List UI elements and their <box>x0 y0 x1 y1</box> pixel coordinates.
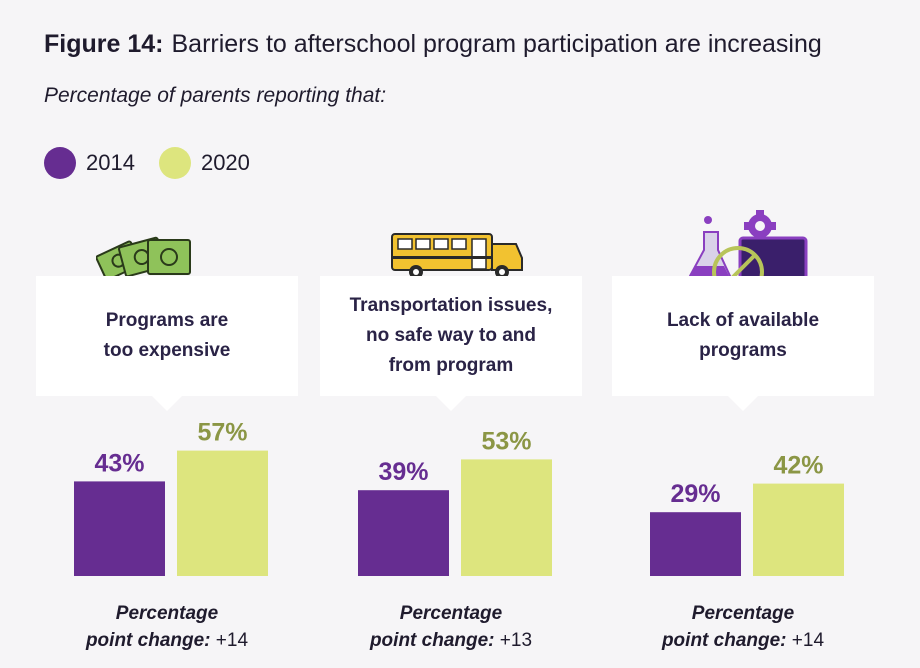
card-pointer <box>436 396 466 411</box>
money-icon <box>96 236 191 280</box>
point-change-value: +14 <box>215 630 249 651</box>
data-label-2020: 42% <box>773 452 823 480</box>
data-label-2014: 29% <box>670 480 720 508</box>
point-change-label-1: Percentage <box>691 603 795 624</box>
point-change-label-2: point change: <box>661 630 787 651</box>
point-change-label-2: point change: <box>85 630 211 651</box>
legend-item-2014: 2014 <box>44 147 135 179</box>
legend: 2014 2020 <box>44 147 274 179</box>
point-change-note: Percentage point change: +14 <box>36 600 298 654</box>
barrier-card: Lack of available programs <box>612 276 874 396</box>
figure-subtitle: Percentage of parents reporting that: <box>44 84 387 107</box>
point-change-note: Percentage point change: +14 <box>612 600 874 654</box>
bar-2014 <box>650 512 741 576</box>
point-change-value: +14 <box>791 630 825 651</box>
legend-swatch-2020 <box>158 147 191 179</box>
bar-2020 <box>461 459 552 576</box>
barrier-label: Transportation issues, no safe way to an… <box>349 295 553 376</box>
data-label-2014: 43% <box>94 449 144 477</box>
bar-group: 43% 57% <box>74 419 268 576</box>
figure-title: Figure 14: Barriers to afterschool progra… <box>44 30 822 59</box>
data-label-2020: 57% <box>197 419 247 447</box>
data-label-2020: 53% <box>481 427 531 455</box>
barrier-label: Lack of available programs <box>666 310 820 361</box>
legend-label-2014: 2014 <box>86 150 135 175</box>
bar-group: 39% 53% <box>358 427 552 576</box>
point-change-label-1: Percentage <box>399 603 503 624</box>
figure-label: Figure 14: <box>44 30 164 58</box>
barrier-card: Transportation issues, no safe way to an… <box>320 276 582 396</box>
legend-swatch-2014 <box>44 147 76 179</box>
figure-title-text: Barriers to afterschool program particip… <box>171 30 822 58</box>
card-pointer <box>152 396 182 411</box>
point-change-label-1: Percentage <box>115 603 219 624</box>
bar-2020 <box>177 450 268 576</box>
bar-2014 <box>358 490 449 576</box>
bar-2014 <box>74 481 165 576</box>
bar-group: 29% 42% <box>650 452 844 576</box>
point-change-label-2: point change: <box>369 630 495 651</box>
point-change-value: +13 <box>499 630 533 651</box>
school-bus-icon <box>391 233 523 279</box>
legend-item-2020: 2020 <box>158 147 250 179</box>
card-pointer <box>728 396 758 411</box>
barrier-label: Programs are too expensive <box>103 310 231 361</box>
point-change-note: Percentage point change: +13 <box>320 600 582 654</box>
data-label-2014: 39% <box>378 458 428 486</box>
bar-2020 <box>753 483 844 576</box>
legend-label-2020: 2020 <box>200 150 250 175</box>
barrier-card: Programs are too expensive <box>36 276 298 396</box>
